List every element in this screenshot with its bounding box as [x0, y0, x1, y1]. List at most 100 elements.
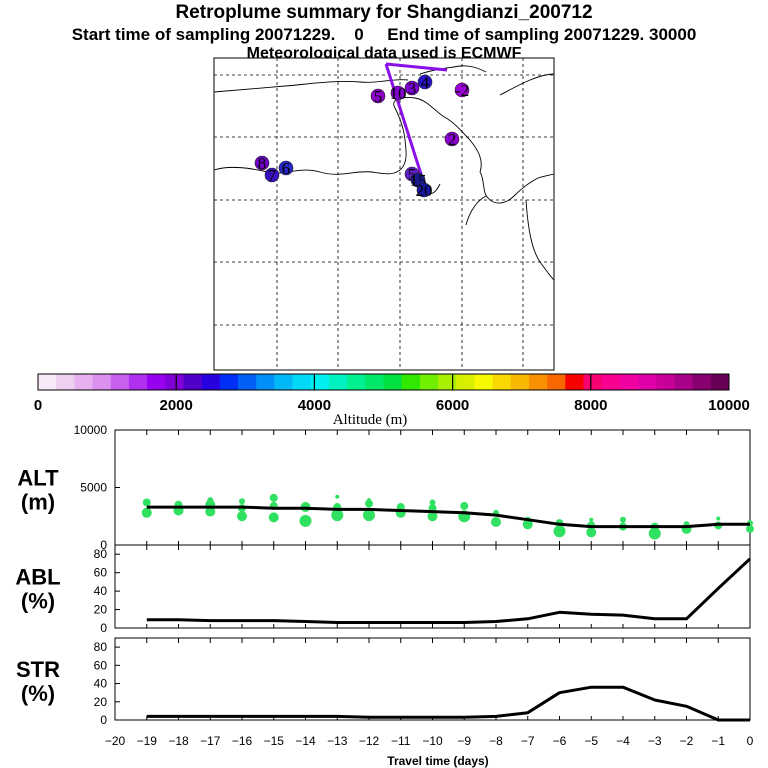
y-axis-label: ALT: [17, 466, 59, 491]
plume-marker-label: 8: [258, 154, 267, 173]
scatter-point: [269, 493, 278, 502]
x-tick-label: −16: [232, 734, 253, 748]
scatter-point: [331, 509, 344, 522]
plume-marker: [278, 160, 294, 176]
scatter-point: [648, 527, 661, 540]
colorbar-swatch: [328, 374, 348, 390]
y-axis-label: ABL: [15, 565, 60, 590]
y-tick-label: 5000: [80, 481, 107, 495]
x-tick-label: −15: [264, 734, 285, 748]
y-axis-label-unit: (m): [21, 490, 55, 515]
plume-marker-label: 2: [448, 130, 457, 149]
plume-marker-label: 4: [421, 73, 430, 92]
x-tick-label: −19: [137, 734, 158, 748]
x-tick-label: −8: [489, 734, 503, 748]
plume-marker-label: 20: [416, 181, 433, 200]
series-line: [146, 685, 750, 722]
colorbar-swatch: [147, 374, 166, 390]
plume-marker-label: 5: [374, 87, 383, 106]
x-tick-label: −12: [359, 734, 380, 748]
x-tick-label: −13: [327, 734, 348, 748]
x-tick-label: 0: [747, 734, 754, 748]
scatter-point: [363, 509, 375, 522]
colorbar-swatch: [710, 374, 730, 390]
colorbar-swatch: [601, 374, 621, 390]
scatter-point: [589, 517, 594, 522]
colorbar-swatch: [438, 374, 457, 390]
time-series-panels: 0500010000ALT(m)020406080ABL(%)020406080…: [15, 423, 754, 768]
colorbar-swatch: [510, 374, 530, 390]
plume-track-line: [385, 62, 448, 72]
colorbar-swatch: [401, 374, 421, 390]
y-tick-label: 0: [100, 713, 107, 727]
plume-marker: [370, 88, 386, 104]
colorbar-frame: [37, 373, 730, 391]
scatter-point: [746, 524, 754, 533]
y-tick-label: 10000: [74, 423, 108, 437]
x-tick-label: −14: [295, 734, 316, 748]
colorbar-swatch: [128, 374, 148, 390]
scatter-point: [586, 527, 597, 538]
colorbar-swatch: [274, 374, 293, 390]
colorbar-swatch: [110, 374, 130, 390]
y-tick-label: 80: [94, 640, 108, 654]
x-tick-label: −20: [105, 734, 126, 748]
scatter-point: [365, 499, 373, 508]
scatter-point: [716, 516, 721, 521]
scatter-point: [335, 494, 340, 499]
plume-marker: [404, 80, 420, 96]
scatter-point: [299, 514, 312, 527]
colorbar-tick-label: 4000: [298, 397, 331, 414]
map-gridlines: [214, 58, 554, 370]
colorbar-swatch: [638, 374, 657, 390]
scatter-point: [141, 507, 152, 518]
x-tick-label: −6: [553, 734, 567, 748]
series-line: [146, 557, 752, 624]
plume-marker: [264, 167, 280, 183]
x-tick-label: −7: [521, 734, 535, 748]
colorbar-tick-label: 10000: [708, 397, 750, 414]
plume-marker: [416, 182, 432, 198]
x-tick-label: −9: [457, 734, 471, 748]
y-axis-label: STR: [16, 657, 60, 682]
y-tick-label: 0: [100, 621, 107, 635]
colorbar-swatch: [583, 374, 603, 390]
y-tick-label: 20: [94, 695, 108, 709]
scatter-point: [367, 498, 371, 503]
colorbar-swatch: [565, 374, 584, 390]
colorbar-swatch: [219, 374, 239, 390]
colorbar-tick-label: 2000: [160, 397, 193, 414]
colorbar-swatch: [528, 374, 548, 390]
panel-abl: 0 20 40 60 80 ABL(%): [15, 544, 752, 635]
colorbar-swatch: [347, 374, 366, 390]
scatter-point: [268, 512, 279, 523]
colorbar-swatch: [238, 374, 257, 390]
colorbar-swatch: [56, 374, 75, 390]
colorbar-swatch: [365, 374, 384, 390]
colorbar-tick-label: 6000: [436, 397, 469, 414]
x-tick-label: −3: [648, 734, 662, 748]
scatter-point: [522, 519, 533, 530]
plume-marker-label: 5: [408, 165, 417, 184]
plume-track: [384, 62, 448, 194]
altitude-colorbar: 0 2000 4000 6000 8000 10000 Altitude (m): [34, 373, 750, 428]
scatter-point: [142, 498, 151, 507]
x-axis-label: Travel time (days): [387, 754, 488, 768]
colorbar-swatch: [165, 374, 184, 390]
y-tick-label: 0: [100, 538, 107, 552]
scatter-point: [460, 501, 469, 510]
chart-title: Retroplume summary for Shangdianzi_20071…: [175, 2, 593, 23]
plume-marker: [390, 85, 406, 101]
plume-marker-label: 3: [408, 79, 417, 98]
plume-marker-label: 7: [268, 166, 277, 185]
scatter-point: [429, 499, 436, 506]
plume-marker: [444, 131, 460, 147]
x-tick-label: −10: [422, 734, 443, 748]
colorbar-swatch: [383, 374, 402, 390]
plume-marker-label: -2: [455, 81, 469, 100]
plume-marker: [417, 74, 433, 90]
colorbar-swatch: [492, 374, 512, 390]
